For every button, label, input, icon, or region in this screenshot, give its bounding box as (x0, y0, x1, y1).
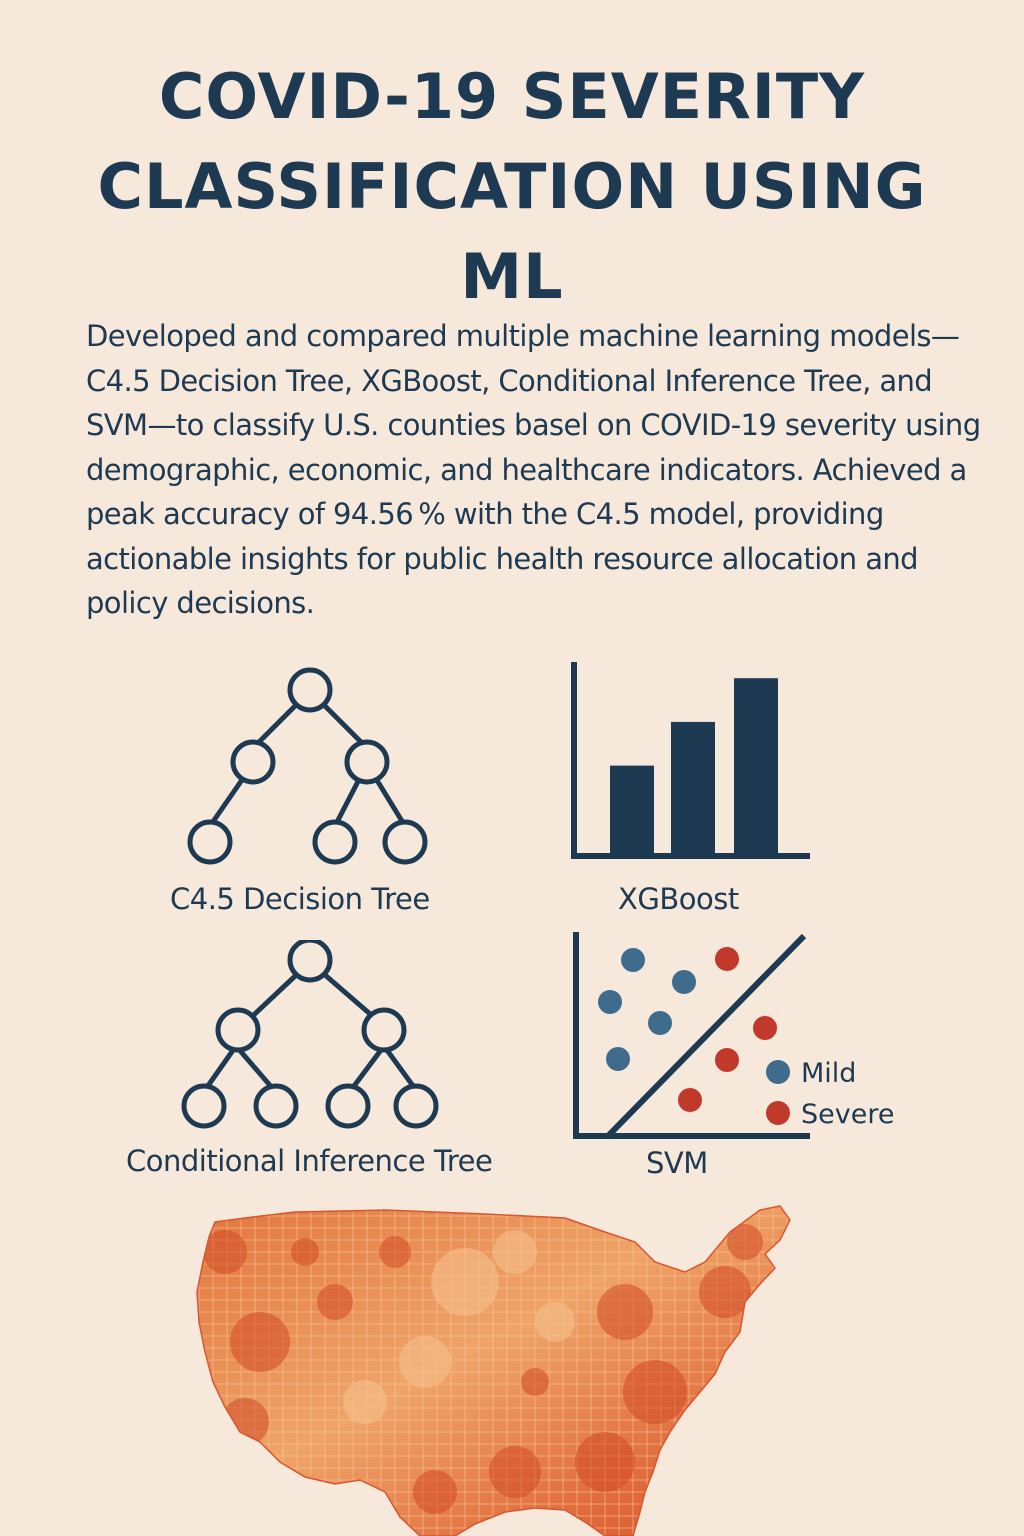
xgboost-panel: XGBoost (570, 662, 820, 922)
xgboost-bar (734, 678, 778, 853)
mild-points (598, 948, 696, 1071)
bar-chart-icon (571, 662, 810, 859)
us-county-map-icon (196, 1205, 791, 1536)
us-map (185, 1192, 825, 1536)
xgboost-bar (671, 721, 715, 853)
c45-tree-icon (187, 667, 428, 865)
cit-panel: Conditional Inference Tree (126, 940, 546, 1190)
cit-label: Conditional Inference Tree (126, 1144, 493, 1178)
c45-panel: C4.5 Decision Tree (170, 660, 470, 920)
scatter-plot-icon: Mild Severe (573, 932, 894, 1139)
xgboost-bar (610, 765, 654, 853)
project-description: Developed and compared multiple machine … (86, 319, 981, 620)
svm-label: SVM (646, 1146, 708, 1180)
legend-severe-label: Severe (801, 1099, 894, 1130)
legend-mild-label: Mild (801, 1058, 856, 1089)
cit-tree-icon (181, 940, 439, 1129)
severe-points (678, 947, 777, 1112)
legend-severe-dot (766, 1101, 790, 1125)
legend-mild-dot (766, 1060, 790, 1084)
c45-label: C4.5 Decision Tree (170, 882, 430, 916)
svm-panel: Mild Severe SVM (570, 930, 910, 1180)
xgboost-label: XGBoost (618, 882, 739, 916)
page-title: COVID-19 SEVERITY CLASSIFICATION USING M… (97, 60, 927, 313)
